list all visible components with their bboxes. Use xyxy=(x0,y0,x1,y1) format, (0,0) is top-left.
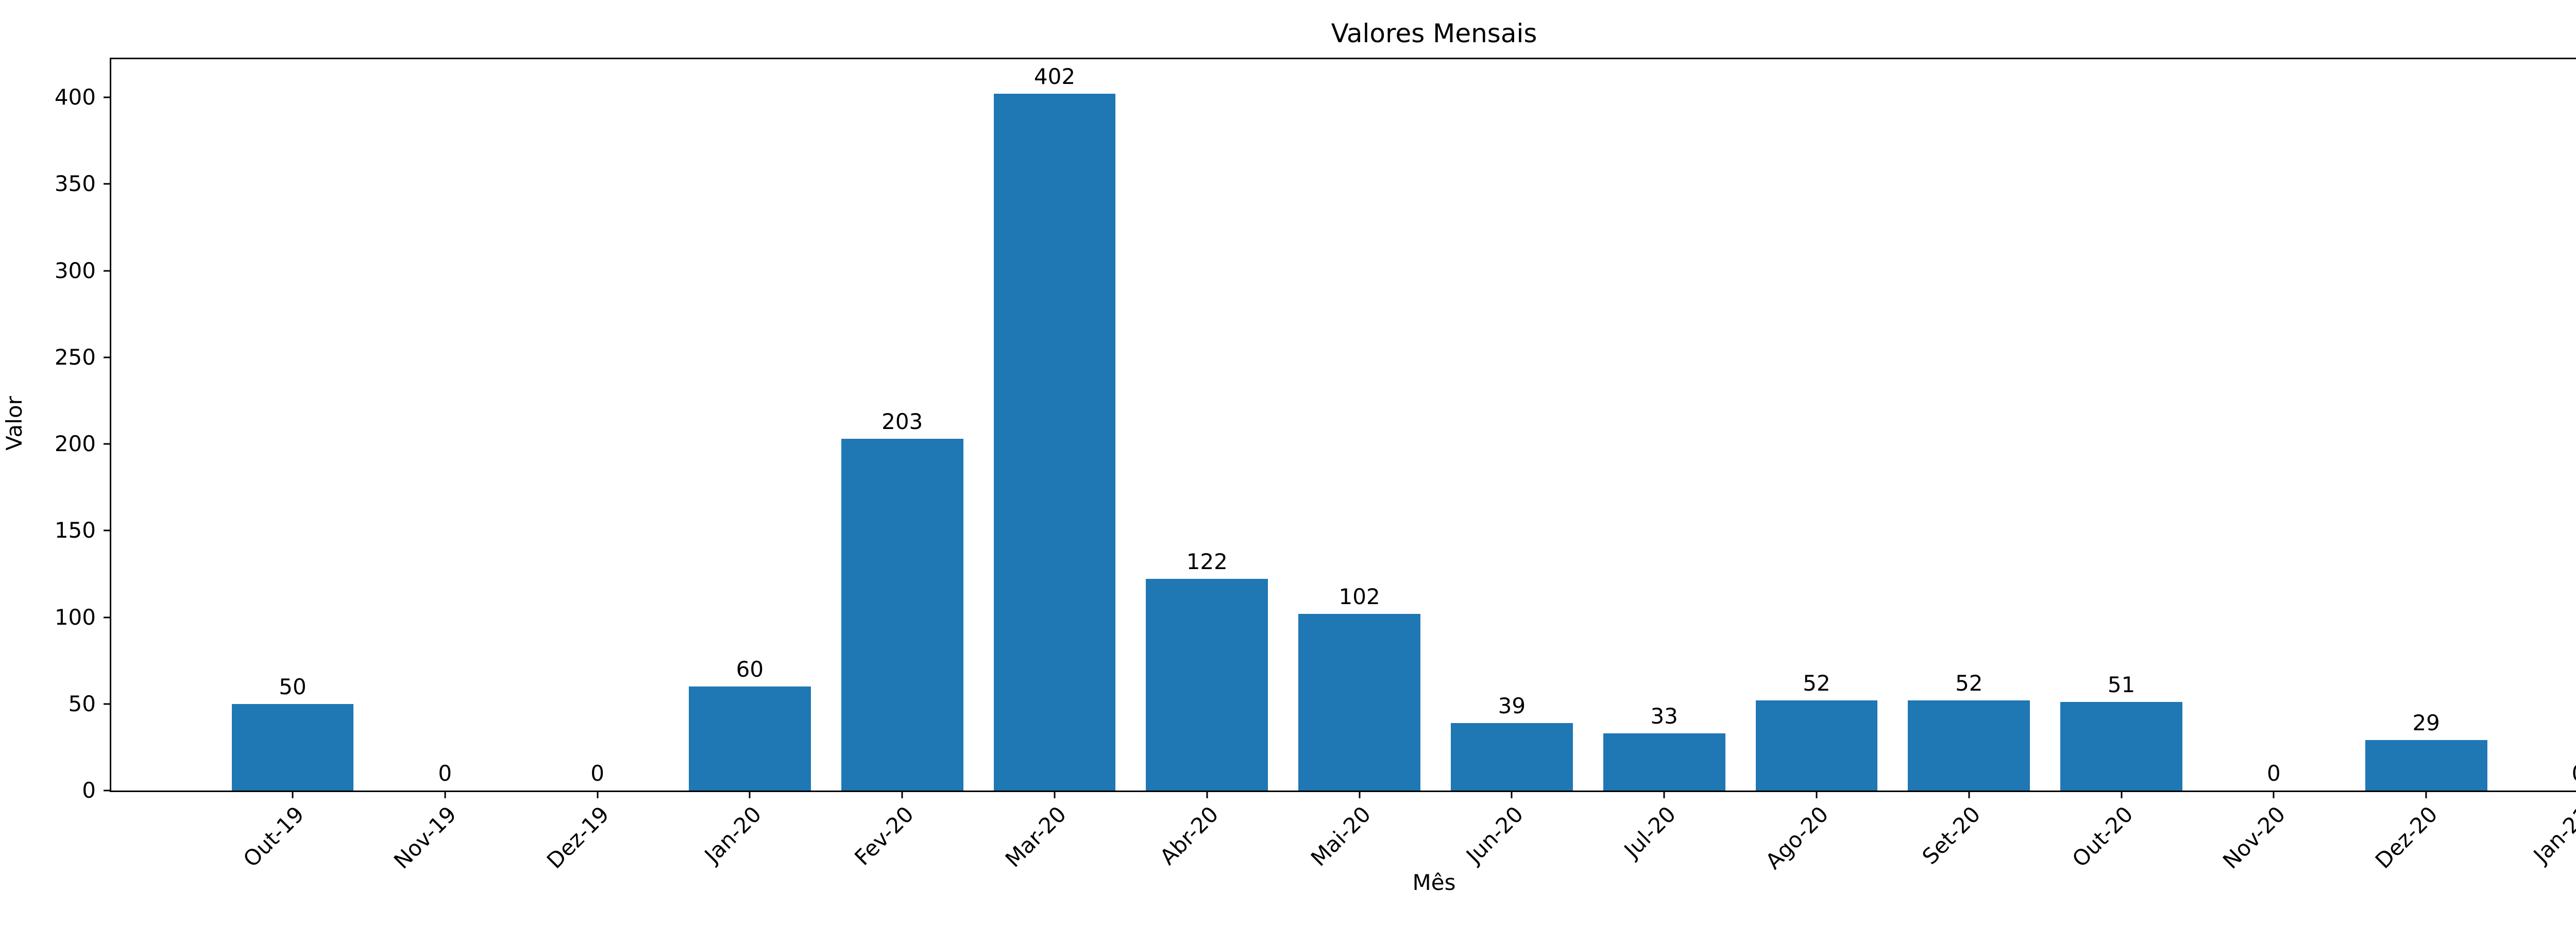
x-tick-label: Jan-21 xyxy=(2528,801,2576,868)
bar-value-label: 402 xyxy=(1033,64,1076,90)
x-tick xyxy=(2121,791,2123,798)
bar-value-label: 52 xyxy=(1955,671,1983,696)
y-tick xyxy=(104,443,111,445)
y-tick-label: 200 xyxy=(54,431,96,456)
x-tick xyxy=(1663,791,1665,798)
x-tick-label: Set-20 xyxy=(1917,801,1986,870)
x-tick xyxy=(1968,791,1970,798)
x-tick-label: Dez-20 xyxy=(2370,801,2443,874)
bar-value-label: 29 xyxy=(2412,710,2440,736)
x-tick-label: Nov-20 xyxy=(2217,801,2291,874)
bar-value-label: 50 xyxy=(279,674,307,699)
x-tick-label: Dez-19 xyxy=(541,801,614,874)
bar-value-label: 0 xyxy=(590,761,604,786)
bar-value-label: 0 xyxy=(2572,763,2576,784)
x-tick xyxy=(1054,791,1056,798)
x-axis-label: Mês xyxy=(1412,870,1456,895)
bar xyxy=(1146,579,1268,791)
y-axis-label: Valor xyxy=(2,396,27,451)
bar-value-label: 203 xyxy=(882,408,923,434)
x-tick-label: Jul-20 xyxy=(1619,801,1681,863)
bar-value-label: 51 xyxy=(2107,672,2136,698)
y-tick-label: 150 xyxy=(54,518,96,543)
bar-value-label: 33 xyxy=(1650,703,1678,729)
x-tick-label: Mar-20 xyxy=(1000,801,1071,872)
y-tick xyxy=(104,356,111,358)
x-tick xyxy=(1359,791,1361,798)
bar xyxy=(1298,613,1420,791)
y-tick-label: 50 xyxy=(68,691,96,716)
x-tick-label: Nov-19 xyxy=(389,801,462,874)
bar-value-label: 102 xyxy=(1338,583,1380,609)
bar xyxy=(1908,700,2030,791)
y-tick xyxy=(104,183,111,185)
y-tick-label: 100 xyxy=(54,604,96,630)
x-tick xyxy=(1511,791,1513,798)
bar xyxy=(2060,702,2182,791)
y-tick-label: 350 xyxy=(54,171,96,197)
x-tick-label: Mai-20 xyxy=(1306,801,1376,871)
x-tick xyxy=(1816,791,1818,798)
y-tick xyxy=(104,703,111,705)
bar xyxy=(993,94,1116,791)
x-tick-label: Ago-20 xyxy=(1760,801,1833,874)
x-tick-label: Fev-20 xyxy=(850,801,919,870)
plot-area: 0 50 100 150 200 250 300 350 400 50 Out-19 0 Nov-19 0… xyxy=(55,58,2576,874)
bar-value-label: 122 xyxy=(1186,549,1228,575)
bar-value-label: 60 xyxy=(736,657,764,682)
x-tick xyxy=(2273,791,2275,798)
x-tick xyxy=(444,791,446,798)
x-tick xyxy=(597,791,599,798)
y-tick xyxy=(104,616,111,618)
y-tick-label: 400 xyxy=(54,84,96,110)
bar-value-label: 0 xyxy=(2267,761,2281,786)
y-tick xyxy=(104,529,111,531)
y-tick-label: 0 xyxy=(82,778,96,803)
y-tick xyxy=(104,789,111,792)
bar xyxy=(1755,700,1878,791)
bar xyxy=(1603,733,1725,791)
y-tick-label: 250 xyxy=(54,344,96,370)
bar xyxy=(689,686,811,791)
y-tick-label: 300 xyxy=(54,258,96,283)
x-tick-label: Abr-20 xyxy=(1155,801,1224,870)
x-tick-label: Jun-20 xyxy=(1461,801,1529,868)
bar-value-label: 0 xyxy=(438,761,452,786)
y-tick xyxy=(104,270,111,272)
bar xyxy=(841,438,963,791)
bar xyxy=(231,703,354,791)
x-tick-label: Out-20 xyxy=(2067,801,2138,872)
bar xyxy=(1451,723,1573,791)
x-tick-label: Out-19 xyxy=(238,801,309,872)
chart-title: Valores Mensais xyxy=(1331,19,1537,48)
x-tick xyxy=(1206,791,1208,798)
x-tick xyxy=(749,791,751,798)
x-tick xyxy=(901,791,903,798)
x-tick xyxy=(2425,791,2427,798)
bar-value-label: 52 xyxy=(1803,671,1831,696)
x-tick xyxy=(292,791,294,798)
y-tick xyxy=(104,96,111,98)
bar-value-label: 39 xyxy=(1498,693,1526,718)
bar xyxy=(2365,740,2487,791)
x-tick-label: Jan-20 xyxy=(700,801,767,868)
